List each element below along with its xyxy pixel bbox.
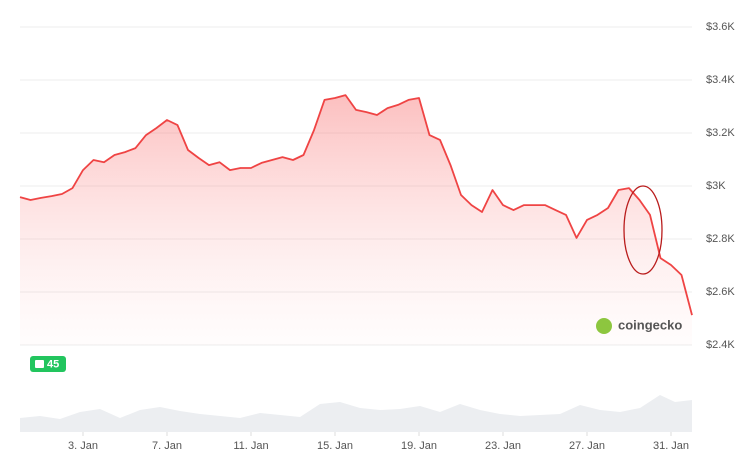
price-line	[19, 94, 693, 316]
y-tick-label: $3K	[706, 180, 726, 192]
y-tick-label: $3.6K	[706, 21, 735, 33]
badge: 45	[30, 356, 66, 372]
badge-text: 45	[47, 358, 59, 370]
x-tick-label: 19. Jan	[401, 440, 437, 452]
y-tick-label: $2.6K	[706, 286, 735, 298]
volume-area	[20, 395, 692, 432]
x-tick-label: 31. Jan	[653, 440, 689, 452]
x-tick-label: 11. Jan	[233, 440, 268, 452]
watermark-logo	[596, 318, 612, 334]
x-tick-label: 23. Jan	[485, 440, 521, 452]
y-tick-label: $2.8K	[706, 233, 735, 245]
x-tick-label: 15. Jan	[317, 440, 353, 452]
annotation-circle	[623, 185, 663, 275]
y-tick-label: $2.4K	[706, 339, 735, 351]
x-tick-label: 3. Jan	[68, 440, 98, 452]
watermark: coingecko	[596, 317, 682, 334]
plot-area: $2.4K $2.6K $2.8K $3K $3.2K $3.4K $3.6K 3. Jan 7…	[19, 21, 735, 452]
x-tick-label: 27. Jan	[569, 440, 605, 452]
y-tick-label: $3.2K	[706, 127, 735, 139]
badge-icon	[35, 360, 44, 368]
price-area	[20, 95, 692, 345]
x-tick-label: 7. Jan	[152, 440, 182, 452]
watermark-text: coingecko	[618, 317, 682, 332]
y-tick-label: $3.4K	[706, 74, 735, 86]
